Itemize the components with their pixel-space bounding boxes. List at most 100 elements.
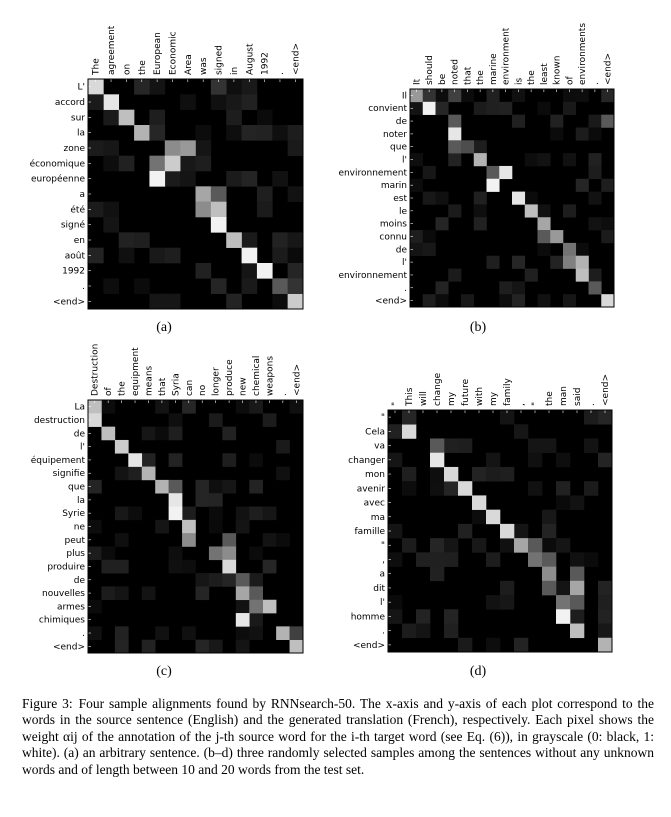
source-word-label: . <box>591 82 601 85</box>
heatmap-noise-cell <box>458 523 473 539</box>
heatmap-noise-cell <box>472 509 487 525</box>
panel-label-d: (d) <box>469 664 487 679</box>
heatmap-noise-cell <box>388 552 403 567</box>
target-word-label: en <box>74 236 85 246</box>
heatmap-cell <box>168 493 183 507</box>
heatmap-noise-cell <box>88 140 104 156</box>
heatmap-noise-cell <box>114 506 129 521</box>
source-word-label: weapons <box>265 356 275 396</box>
heatmap-noise-cell <box>500 580 515 596</box>
heatmap-noise-cell <box>514 424 529 439</box>
heatmap-noise-cell <box>195 639 210 654</box>
heatmap-noise-cell <box>512 89 526 103</box>
source-word-label: <end> <box>292 364 302 396</box>
heatmap-cell <box>222 533 237 547</box>
target-word-label: nouvelles <box>42 589 85 599</box>
heatmap-noise-cell <box>537 101 551 115</box>
heatmap-noise-cell <box>134 278 150 294</box>
heatmap-noise-cell <box>486 101 500 115</box>
heatmap-noise-cell <box>256 186 273 202</box>
heatmap-cell <box>458 481 473 496</box>
heatmap-cell <box>528 538 543 553</box>
heatmap-noise-cell <box>182 506 196 521</box>
heatmap-noise-cell <box>524 191 538 205</box>
heatmap-noise-cell <box>473 204 487 218</box>
heatmap-cell <box>287 293 304 310</box>
heatmap-noise-cell <box>500 466 515 482</box>
heatmap-noise-cell <box>287 263 304 279</box>
heatmap-cell <box>262 599 277 614</box>
heatmap-noise-cell <box>402 623 417 639</box>
heatmap-noise-cell <box>563 153 577 167</box>
source-word-label: no <box>198 384 208 396</box>
source-word-label: produce <box>225 359 235 396</box>
source-word-label: the <box>527 70 537 85</box>
heatmap-frame <box>387 409 613 653</box>
heatmap-noise-cell <box>226 109 242 126</box>
heatmap-cell <box>241 247 258 264</box>
target-word-label: 1992 <box>62 267 85 277</box>
heatmap-cell <box>430 438 445 454</box>
target-word-label: . <box>404 284 407 294</box>
source-word-label: the <box>138 60 148 75</box>
source-word-label: marine <box>489 53 499 85</box>
heatmap-cell <box>164 140 181 156</box>
target-word-label: environnement <box>338 271 407 281</box>
target-word-label: . <box>82 282 85 292</box>
heatmap-noise-cell <box>486 452 501 468</box>
heatmap-noise-cell <box>118 247 135 264</box>
heatmap-cell <box>570 566 585 582</box>
heatmap-noise-cell <box>416 623 431 639</box>
heatmap-noise-cell <box>388 609 403 624</box>
heatmap-noise-cell <box>241 79 258 95</box>
figure-caption-text: Four sample alignments found by RNNsearc… <box>22 696 654 777</box>
source-word-label: longer <box>212 367 222 396</box>
target-word-label: la <box>77 496 85 506</box>
heatmap-noise-cell <box>444 538 459 553</box>
heatmap-cell <box>88 94 104 110</box>
heatmap-noise-cell <box>410 242 424 256</box>
heatmap-cell <box>448 114 462 128</box>
heatmap-cell <box>402 424 417 439</box>
heatmap-noise-cell <box>180 155 196 172</box>
heatmap-noise-cell <box>575 178 589 192</box>
heatmap-noise-cell <box>422 230 436 244</box>
heatmap-noise-cell <box>262 506 277 521</box>
heatmap-noise-cell <box>430 552 445 567</box>
heatmap-noise-cell <box>276 533 290 547</box>
target-word-label: chimiques <box>39 616 85 626</box>
heatmap-noise-cell <box>208 479 223 494</box>
heatmap-cell <box>570 623 585 639</box>
target-word-label: moins <box>380 220 407 230</box>
heatmap-noise-cell <box>416 609 431 624</box>
heatmap-noise-cell <box>588 268 602 282</box>
heatmap-noise-cell <box>208 519 223 534</box>
heatmap-noise-cell <box>256 201 273 218</box>
heatmap-noise-cell <box>249 506 263 521</box>
heatmap-cell <box>289 626 304 640</box>
heatmap-cell <box>598 410 613 425</box>
target-word-label: la <box>77 129 85 139</box>
source-word-label: environments <box>578 23 588 85</box>
heatmap-noise-cell <box>272 293 288 310</box>
heatmap-noise-cell <box>114 533 129 547</box>
source-word-label: 1992 <box>261 52 271 75</box>
source-word-label: The <box>92 58 102 76</box>
heatmap-noise-cell <box>435 191 449 205</box>
heatmap-cell <box>168 506 183 521</box>
source-word-label: in <box>230 67 240 75</box>
heatmap-noise-cell <box>388 595 403 610</box>
heatmap-noise-cell <box>556 452 571 468</box>
heatmap-noise-cell <box>472 538 487 553</box>
target-word-label: <end> <box>353 641 385 651</box>
heatmap-noise-cell <box>458 438 473 454</box>
heatmap-cell <box>601 294 615 308</box>
heatmap-noise-cell <box>195 479 210 494</box>
heatmap-noise-cell <box>155 400 169 414</box>
target-word-label: européenne <box>31 174 85 185</box>
heatmap-noise-cell <box>249 400 263 414</box>
heatmap-noise-cell <box>422 294 436 308</box>
heatmap-noise-cell <box>598 595 613 610</box>
heatmap-noise-cell <box>287 186 304 202</box>
